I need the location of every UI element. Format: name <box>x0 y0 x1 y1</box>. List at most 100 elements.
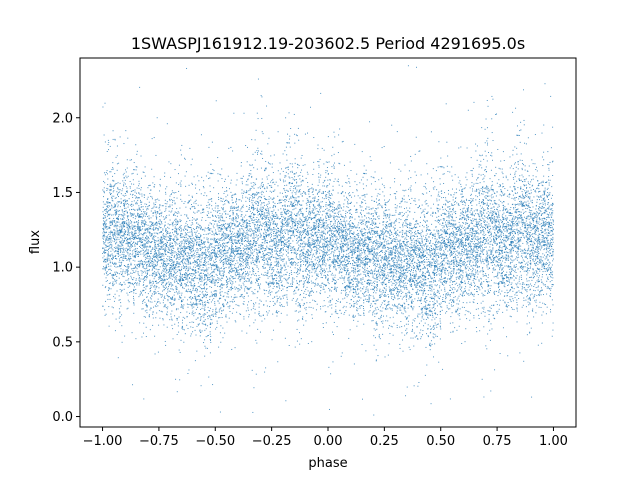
data-point <box>170 288 172 290</box>
data-point <box>239 229 241 231</box>
data-point <box>118 189 120 191</box>
data-point <box>203 264 205 266</box>
data-point <box>149 193 151 195</box>
data-point <box>135 221 137 223</box>
data-point <box>128 225 130 227</box>
data-point <box>158 248 160 250</box>
data-point <box>207 216 209 218</box>
data-point <box>193 269 195 271</box>
data-point <box>179 245 181 247</box>
data-point <box>127 219 129 221</box>
data-point <box>105 265 107 267</box>
data-point <box>197 286 199 288</box>
data-point <box>155 256 157 258</box>
data-point <box>222 273 224 275</box>
data-point <box>140 229 142 231</box>
data-point <box>130 209 132 211</box>
data-point <box>205 250 207 252</box>
data-point <box>172 247 174 249</box>
data-point <box>118 266 120 268</box>
data-point <box>248 190 250 192</box>
data-point <box>159 254 161 256</box>
data-point <box>247 247 249 249</box>
data-point <box>139 239 141 241</box>
data-point <box>253 243 255 245</box>
data-point <box>238 236 240 238</box>
data-point <box>199 261 201 263</box>
data-point <box>208 256 210 258</box>
data-point <box>215 280 217 282</box>
data-point <box>139 237 141 239</box>
data-point <box>200 226 202 228</box>
data-point <box>201 302 203 304</box>
data-point <box>203 269 205 271</box>
data-point <box>189 263 191 265</box>
data-point <box>186 247 188 249</box>
data-point <box>226 187 227 189</box>
data-point <box>154 248 156 250</box>
data-point <box>132 213 134 215</box>
data-point <box>226 245 228 247</box>
data-point <box>187 258 189 260</box>
data-point <box>116 221 118 223</box>
data-point <box>148 264 150 266</box>
data-point <box>219 261 221 263</box>
data-point <box>236 214 238 216</box>
data-point <box>135 144 137 146</box>
data-point <box>117 230 119 232</box>
data-point <box>234 223 236 225</box>
data-point <box>241 257 243 259</box>
data-point <box>166 186 168 188</box>
data-point <box>247 261 249 263</box>
data-point <box>116 209 118 211</box>
data-point <box>223 306 225 308</box>
data-point <box>138 207 140 209</box>
data-point <box>136 153 138 155</box>
data-point <box>164 304 166 306</box>
data-point <box>117 247 119 249</box>
data-point <box>108 149 110 151</box>
data-point <box>187 260 189 262</box>
data-point <box>222 246 224 248</box>
data-point <box>199 243 201 245</box>
data-point <box>226 227 228 229</box>
data-point <box>215 220 217 222</box>
data-point <box>118 283 120 285</box>
data-point <box>109 202 111 204</box>
data-point <box>122 248 124 250</box>
data-point <box>161 237 163 239</box>
data-point <box>182 258 184 260</box>
data-point <box>180 180 182 182</box>
data-point <box>131 235 133 237</box>
data-point <box>164 238 166 240</box>
data-point <box>159 274 161 276</box>
data-point <box>248 208 250 210</box>
data-point <box>184 276 186 278</box>
data-point <box>172 338 174 340</box>
data-point <box>157 260 159 262</box>
data-point <box>143 298 145 300</box>
data-point <box>121 284 123 286</box>
data-point <box>180 185 182 187</box>
data-point <box>140 292 142 294</box>
data-point <box>141 263 143 265</box>
data-point <box>144 270 146 272</box>
data-point <box>130 277 132 279</box>
data-point <box>222 224 224 226</box>
data-point <box>146 306 148 308</box>
data-point <box>227 259 229 261</box>
data-point <box>168 286 170 288</box>
data-point <box>170 235 172 237</box>
data-point <box>212 231 214 233</box>
data-point <box>111 274 113 276</box>
data-point <box>175 378 177 380</box>
data-point <box>130 262 132 264</box>
data-point <box>150 285 152 287</box>
data-point <box>189 252 191 254</box>
data-point <box>143 232 145 234</box>
data-point <box>220 257 222 259</box>
data-point <box>159 275 161 277</box>
data-point <box>111 221 113 223</box>
data-point <box>154 252 156 254</box>
data-point <box>217 157 219 159</box>
